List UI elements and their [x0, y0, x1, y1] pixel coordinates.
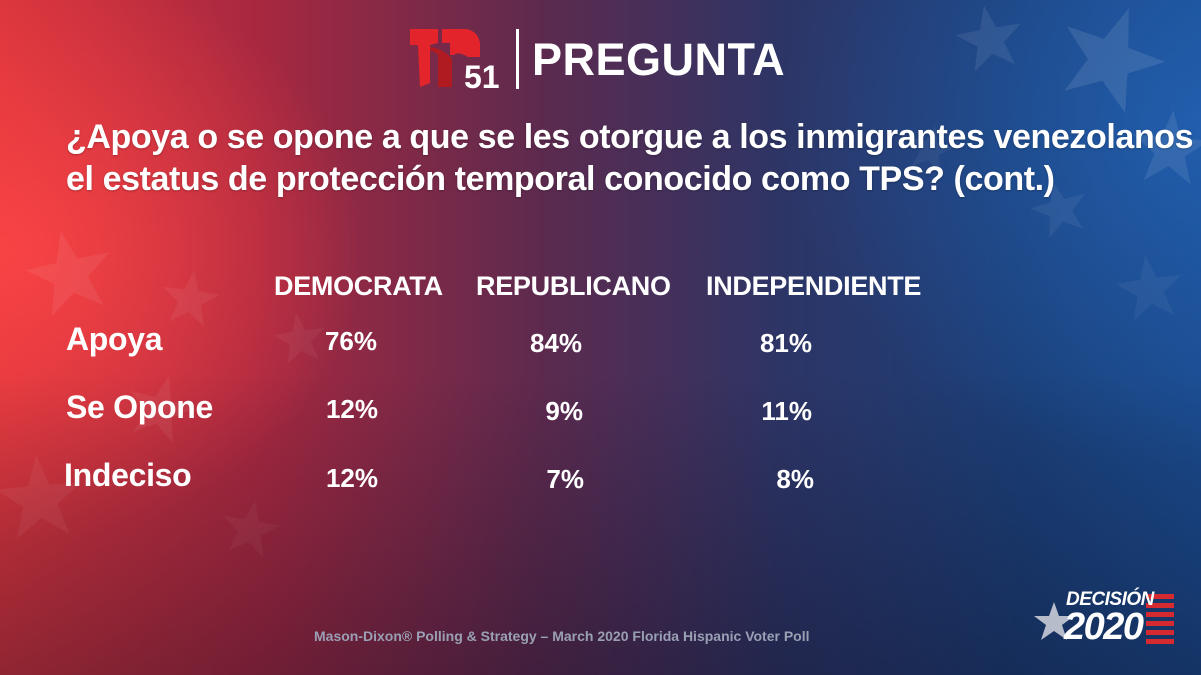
badge-decision-text: DECISIÓN [1066, 589, 1154, 610]
cell-apoya-democrata: 76% [324, 326, 377, 356]
question-text: ¿Apoya o se opone a que se les otorgue a… [66, 116, 1194, 200]
cell-se-opone-independiente: 11% [761, 396, 812, 426]
star-icon [1045, 0, 1179, 120]
decision-2020-badge [1034, 594, 1174, 644]
star-icon [18, 222, 120, 320]
brand-title: PREGUNTA [532, 34, 786, 85]
row-label-se-opone: Se Opone [66, 389, 213, 425]
column-header-democrata: DEMOCRATA [274, 271, 443, 301]
star-icon [951, 0, 1028, 74]
column-header-republicano: REPUBLICANO [476, 271, 671, 301]
cell-indeciso-democrata: 12% [325, 463, 378, 493]
star-icon [217, 495, 284, 559]
telemundo-51-logo: 51 [410, 29, 500, 91]
star-icon [1112, 250, 1187, 323]
source-note: Mason-Dixon® Polling & Strategy – March … [314, 628, 810, 644]
row-label-apoya: Apoya [66, 321, 163, 357]
cell-apoya-republicano: 84% [529, 328, 582, 358]
logo-number: 51 [464, 59, 500, 91]
cell-se-opone-democrata: 12% [325, 394, 378, 424]
question-line-1: ¿Apoya o se opone a que se les otorgue a… [66, 118, 1194, 156]
header-divider [516, 29, 519, 89]
row-label-indeciso: Indeciso [64, 457, 192, 493]
question-line-2: el estatus de protección temporal conoci… [66, 160, 1055, 198]
badge-star-icon [1034, 602, 1074, 640]
cell-indeciso-republicano: 7% [546, 464, 584, 494]
cell-se-opone-republicano: 9% [545, 396, 583, 426]
cell-apoya-independiente: 81% [759, 328, 812, 358]
badge-year-text: 2020 [1064, 606, 1144, 648]
cell-indeciso-independiente: 8% [776, 464, 814, 494]
star-icon [158, 266, 223, 329]
column-header-independiente: INDEPENDIENTE [706, 271, 922, 301]
